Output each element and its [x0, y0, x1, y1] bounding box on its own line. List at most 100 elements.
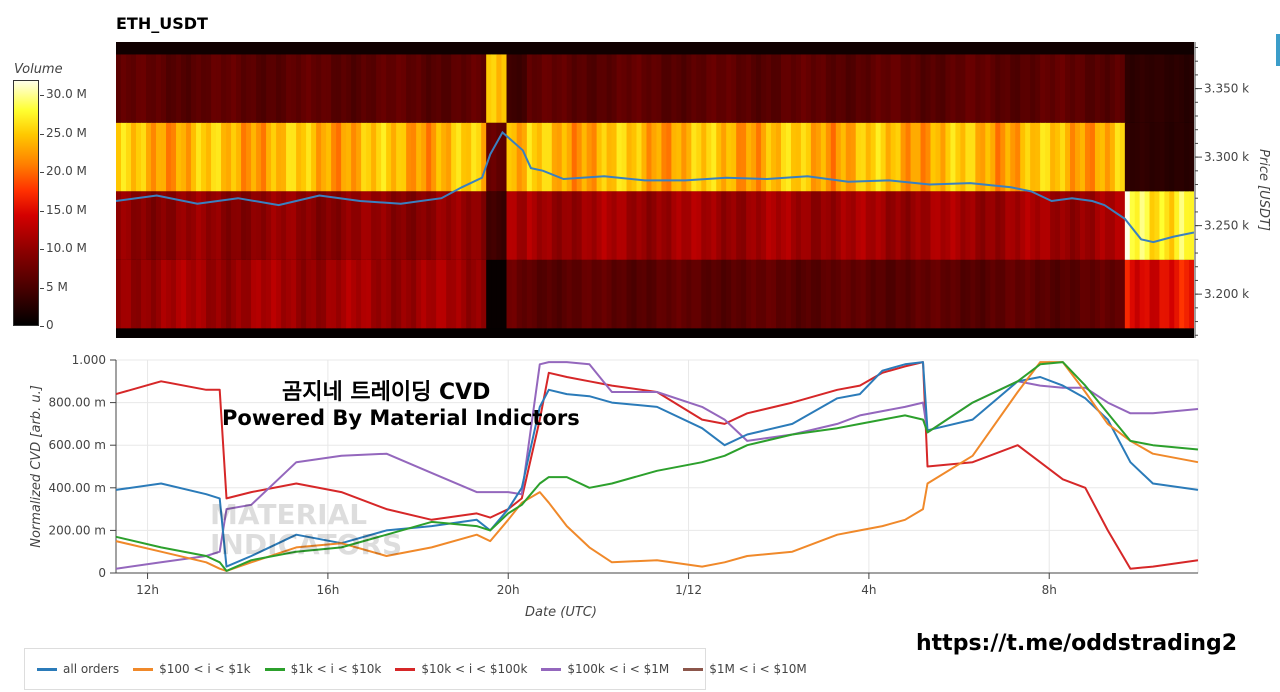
- heatmap-cell: [746, 259, 752, 329]
- heatmap-cell: [935, 191, 942, 260]
- heatmap-cell: [121, 191, 127, 260]
- colorbar-tick-label: 5 M: [46, 279, 68, 294]
- heatmap-cell: [546, 191, 553, 260]
- telegram-link[interactable]: https://t.me/oddstrading2: [916, 631, 1238, 656]
- heatmap-cell: [1144, 191, 1151, 260]
- heatmap-cell: [761, 122, 767, 192]
- heatmap-cell: [496, 191, 503, 260]
- heatmap-cell: [830, 259, 837, 329]
- heatmap-cell: [865, 259, 872, 329]
- price-axis-label: Price [USDT]: [1256, 149, 1271, 231]
- heatmap-cell: [126, 122, 132, 192]
- heatmap-cell: [721, 259, 727, 329]
- heatmap-cell: [381, 259, 387, 329]
- heatmap-cell: [1075, 122, 1081, 192]
- heatmap-cell: [696, 191, 702, 260]
- heatmap-cell: [1149, 259, 1156, 329]
- heatmap-cell: [915, 54, 922, 123]
- heatmap-cell: [591, 191, 598, 260]
- heatmap-cell: [820, 259, 827, 329]
- legend-item-1m-10m[interactable]: $1M < i < $10M: [683, 662, 807, 676]
- heatmap-cell: [746, 54, 752, 123]
- heatmap-cell: [736, 122, 742, 192]
- heatmap-cell: [1189, 122, 1194, 192]
- heatmap-cell: [551, 259, 558, 329]
- legend-item-10k-100k[interactable]: $10k < i < $100k: [395, 662, 527, 676]
- heatmap-cell: [471, 259, 477, 329]
- heatmap-cell: [181, 54, 187, 123]
- heatmap-cell: [276, 191, 282, 260]
- heatmap-cell: [915, 259, 922, 329]
- heatmap-cell: [151, 54, 157, 123]
- heatmap-cell: [790, 122, 797, 192]
- legend-item-all-orders[interactable]: all orders: [37, 662, 119, 676]
- heatmap-cell: [551, 122, 558, 192]
- cvd-line-chart[interactable]: 0 200.00 m 400.00 m 600.00 m 800.00 m 1.000 12…: [0, 350, 1280, 630]
- heatmap-cell: [356, 122, 362, 192]
- heatmap-cell: [191, 191, 197, 260]
- heatmap-cell: [256, 54, 262, 123]
- heatmap-cell: [411, 122, 417, 192]
- heatmap-cell: [621, 191, 628, 260]
- heatmap-cell: [716, 54, 722, 123]
- heatmap-cell: [216, 54, 222, 123]
- legend-item-100-1k[interactable]: $100 < i < $1k: [133, 662, 251, 676]
- heatmap-cell: [361, 54, 367, 123]
- heatmap-cell: [666, 122, 672, 192]
- heatmap-cell: [676, 122, 682, 192]
- heatmap-cell: [980, 191, 986, 260]
- heatmap-cell: [671, 259, 677, 329]
- heatmap-cell: [476, 191, 482, 260]
- heatmap-cell: [950, 191, 957, 260]
- legend-item-1k-10k[interactable]: $1k < i < $10k: [264, 662, 381, 676]
- heatmap-cell: [381, 122, 387, 192]
- heatmap-cell: [506, 54, 513, 123]
- heatmap-cell: [571, 122, 578, 192]
- volume-heatmap-panel[interactable]: [116, 42, 1194, 338]
- heatmap-cell: [401, 122, 407, 192]
- heatmap-cell: [1025, 191, 1031, 260]
- heatmap-cell: [701, 191, 707, 260]
- heatmap-cell: [790, 54, 797, 123]
- heatmap-cell: [975, 54, 981, 123]
- heatmap-cell: [596, 259, 603, 329]
- heatmap-cell: [1020, 191, 1026, 260]
- heatmap-cell: [691, 191, 697, 260]
- heatmap-cell: [1010, 122, 1016, 192]
- heatmap-cell: [855, 191, 862, 260]
- heatmap-cell: [830, 54, 837, 123]
- heatmap-cell: [990, 54, 996, 123]
- heatmap-cell: [900, 122, 907, 192]
- legend-swatch: [395, 667, 416, 671]
- heatmap-cell: [815, 54, 822, 123]
- heatmap-cell: [216, 122, 222, 192]
- heatmap-cell: [1065, 191, 1071, 260]
- heatmap-cell: [321, 191, 327, 260]
- heatmap-cell: [1050, 259, 1056, 329]
- heatmap-cell: [226, 191, 232, 260]
- volume-heatmap[interactable]: [116, 42, 1194, 338]
- heatmap-cell: [651, 54, 658, 123]
- legend-item-100k-1m[interactable]: $100k < i < $1M: [541, 662, 669, 676]
- heatmap-cell: [171, 54, 177, 123]
- chart-title: ETH_USDT: [116, 14, 208, 33]
- heatmap-cell: [805, 191, 812, 260]
- heatmap-cell: [1179, 191, 1185, 260]
- heatmap-cell: [905, 54, 912, 123]
- heatmap-cell: [661, 259, 667, 329]
- heatmap-cell: [346, 259, 352, 329]
- heatmap-cell: [1060, 54, 1066, 123]
- heatmap-cell: [596, 54, 603, 123]
- heatmap-cell: [805, 54, 812, 123]
- scrollbar-tab[interactable]: [1276, 34, 1280, 66]
- heatmap-cell: [1104, 54, 1111, 123]
- heatmap-cell: [196, 122, 202, 192]
- heatmap-cell: [351, 54, 357, 123]
- heatmap-cell: [181, 122, 187, 192]
- heatmap-cell: [371, 191, 377, 260]
- heatmap-cell: [965, 122, 971, 192]
- heatmap-cell: [276, 259, 282, 329]
- heatmap-cell: [845, 259, 852, 329]
- heatmap-cell: [401, 191, 407, 260]
- heatmap-cell: [1109, 191, 1116, 260]
